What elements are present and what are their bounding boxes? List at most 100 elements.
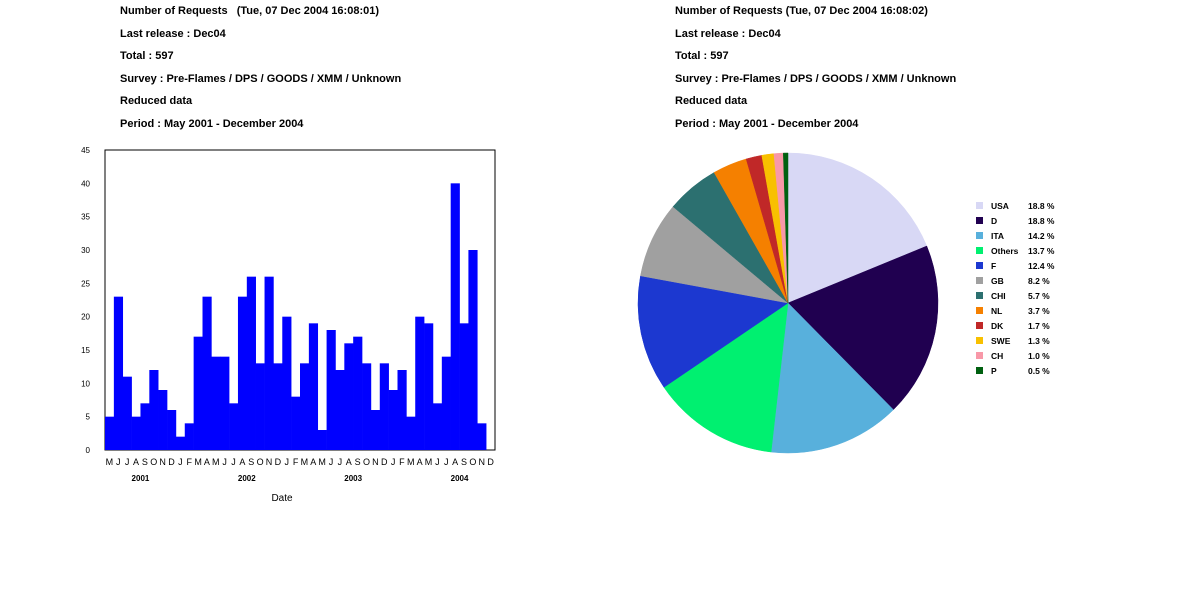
x-month-label: O: [257, 457, 264, 467]
bar-2: [122, 376, 132, 450]
legend-label: CHI: [991, 291, 1006, 301]
left-title: Number of Requests (Tue, 07 Dec 2004 16:…: [120, 5, 380, 17]
legend-label: F: [991, 261, 997, 271]
x-month-label: J: [329, 457, 334, 467]
bar-3: [131, 416, 141, 450]
bar-35: [415, 316, 425, 450]
x-month-label: M: [212, 457, 220, 467]
legend-swatch: [976, 307, 983, 314]
bar-38: [441, 356, 451, 450]
x-year-label: 2003: [344, 474, 362, 483]
legend-percent: 5.7 %: [1028, 291, 1050, 301]
legend-swatch: [976, 292, 983, 299]
bar-29: [362, 363, 372, 450]
x-month-label: J: [222, 457, 227, 467]
legend-swatch: [976, 247, 983, 254]
left-total: Total : 597: [120, 50, 174, 62]
legend-percent: 12.4 %: [1028, 261, 1055, 271]
left-survey: Survey : Pre-Flames / DPS / GOODS / XMM …: [120, 73, 402, 85]
bar-15: [237, 296, 248, 450]
legend-percent: 1.0 %: [1028, 351, 1050, 361]
legend-item-ita: ITA 14.2 %: [976, 230, 1086, 242]
pie-slice-p: [783, 152, 789, 304]
bar-11: [202, 296, 212, 450]
bar-37: [432, 403, 443, 450]
bar-42: [477, 423, 487, 450]
bar-12: [211, 356, 221, 450]
x-month-label: M: [407, 457, 415, 467]
legend-item-gb: GB 8.2 %: [976, 275, 1086, 287]
legend-item-f: F 12.4 %: [976, 260, 1086, 272]
x-month-label: D: [275, 457, 282, 467]
x-month-label: O: [363, 457, 370, 467]
legend-item-dk: DK 1.7 %: [976, 320, 1086, 332]
x-month-label: O: [150, 457, 157, 467]
x-year-label: 2004: [451, 474, 469, 483]
legend-label: NL: [991, 306, 1003, 316]
bar-23: [308, 323, 319, 450]
bar-36: [424, 323, 434, 450]
x-month-label: A: [346, 457, 352, 467]
x-month-label: J: [391, 457, 396, 467]
x-month-label: A: [239, 457, 245, 467]
legend-label: DK: [991, 321, 1004, 331]
bar-33: [397, 370, 407, 450]
x-year-label: 2002: [238, 474, 256, 483]
x-month-label: A: [417, 457, 423, 467]
y-tick-label: 30: [81, 246, 90, 255]
bar-18: [264, 276, 274, 450]
legend-swatch: [976, 352, 983, 359]
right-title: Number of Requests (Tue, 07 Dec 2004 16:…: [675, 5, 928, 17]
x-month-label: O: [469, 457, 476, 467]
legend-percent: 18.8 %: [1028, 201, 1055, 211]
x-month-label: M: [318, 457, 326, 467]
x-month-label: D: [487, 457, 494, 467]
right-release: Last release : Dec04: [675, 28, 781, 40]
bar-22: [300, 363, 310, 450]
bar-26: [335, 370, 345, 450]
x-month-label: N: [266, 457, 273, 467]
legend-percent: 18.8 %: [1028, 216, 1055, 226]
legend-label: GB: [991, 276, 1004, 286]
x-month-label: J: [338, 457, 343, 467]
legend-label: D: [991, 216, 998, 226]
legend-label: ITA: [991, 231, 1005, 241]
x-month-label: D: [381, 457, 388, 467]
x-month-label: J: [284, 457, 289, 467]
x-month-label: S: [355, 457, 361, 467]
bar-40: [459, 323, 469, 450]
bar-9: [184, 423, 194, 450]
y-tick-label: 40: [81, 179, 90, 188]
x-month-label: A: [310, 457, 316, 467]
bar-21: [291, 396, 301, 450]
bar-28: [353, 336, 363, 450]
x-month-label: F: [399, 457, 405, 467]
legend-swatch: [976, 202, 983, 209]
y-tick-label: 15: [81, 346, 90, 355]
pie-slice-others: [663, 302, 789, 453]
bar-31: [379, 363, 389, 450]
x-year-label: 2001: [132, 474, 150, 483]
right-total: Total : 597: [675, 50, 729, 62]
bar-16: [246, 276, 256, 450]
legend-item-usa: USA 18.8 %: [976, 200, 1086, 212]
bar-1: [113, 296, 124, 450]
bar-41: [468, 250, 478, 450]
bar-19: [273, 363, 283, 450]
legend-item-swe: SWE 1.3 %: [976, 335, 1086, 347]
legend-label: CH: [991, 351, 1004, 361]
legend-item-d: D 18.8 %: [976, 215, 1086, 227]
x-month-label: M: [194, 457, 202, 467]
bar-32: [388, 390, 398, 450]
x-month-label: S: [142, 457, 148, 467]
right-survey: Survey : Pre-Flames / DPS / GOODS / XMM …: [675, 73, 957, 85]
legend-swatch: [976, 367, 983, 374]
legend-percent: 1.3 %: [1028, 336, 1050, 346]
legend-label: P: [991, 366, 997, 376]
x-month-label: N: [159, 457, 166, 467]
legend-swatch: [976, 217, 983, 224]
bar-27: [344, 343, 354, 450]
legend-swatch: [976, 232, 983, 239]
x-month-label: J: [116, 457, 121, 467]
y-tick-label: 10: [81, 379, 90, 388]
